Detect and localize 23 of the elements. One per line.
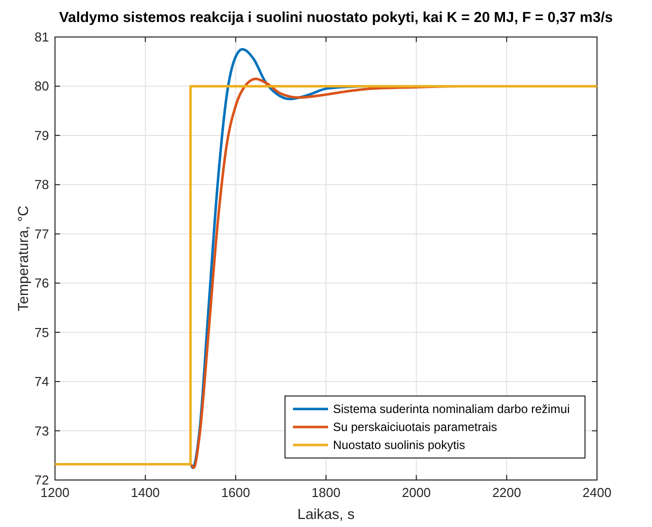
y-tick-label: 75 — [34, 324, 49, 340]
y-tick-label: 72 — [34, 472, 49, 488]
x-tick-label: 1800 — [312, 485, 340, 500]
y-tick-label: 73 — [34, 423, 49, 438]
x-tick-label: 1400 — [130, 485, 160, 500]
x-tick-label: 2200 — [492, 485, 522, 500]
legend-label: Su perskaiciuotais parametrais — [333, 420, 498, 434]
y-tick-label: 81 — [34, 30, 49, 44]
y-axis-title: Temperatura, °C — [16, 206, 32, 312]
y-tick-label: 77 — [34, 226, 49, 242]
x-tick-label: 1200 — [40, 485, 70, 500]
y-tick-label: 76 — [34, 276, 49, 291]
legend-label: Nuostato suolinis pokytis — [333, 438, 466, 452]
x-tick-label: 1600 — [221, 485, 250, 500]
y-tick-label: 78 — [34, 177, 49, 192]
y-tick-label: 79 — [34, 128, 49, 143]
chart-title: Valdymo sistemos reakcija i suolini nuostato pokyti, kai K = 20 MJ, F = 0,37 m3/s — [59, 10, 613, 26]
legend-label: Sistema suderinta nominaliam darbo režimui — [333, 402, 570, 416]
x-tick-label: 2000 — [402, 485, 431, 500]
x-tick-label: 2400 — [582, 485, 612, 500]
x-axis-title: Laikas, s — [297, 507, 355, 523]
y-tick-label: 74 — [34, 374, 49, 390]
y-tick-label: 80 — [34, 78, 49, 94]
